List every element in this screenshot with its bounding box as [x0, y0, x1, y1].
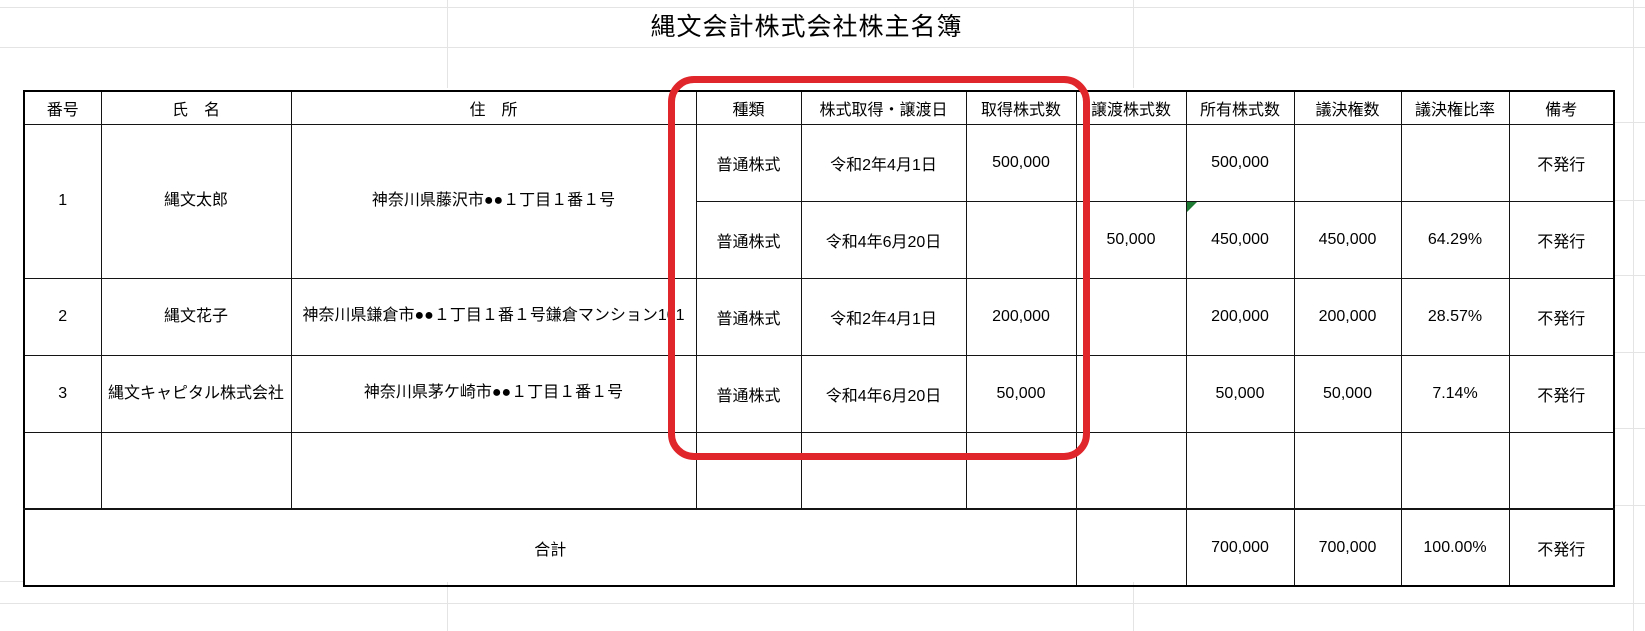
empty-cell[interactable]	[965, 431, 1077, 510]
cell-number[interactable]: 2	[23, 277, 102, 356]
empty-cell[interactable]	[290, 431, 697, 510]
gridline	[1133, 0, 1134, 88]
cell-ratio[interactable]: 28.57%	[1400, 277, 1510, 356]
cell-remarks[interactable]: 不発行	[1508, 123, 1615, 202]
total-voting[interactable]: 700,000	[1293, 508, 1402, 587]
gridline	[447, 582, 448, 631]
cell-number[interactable]: 3	[23, 354, 102, 433]
cell-name[interactable]: 縄文太郎	[100, 123, 292, 279]
total-row: 合計 700,000 700,000 100.00% 不発行	[23, 508, 1615, 587]
gridline	[1613, 275, 1645, 276]
gridline	[1633, 0, 1634, 631]
cell-owned[interactable]: 450,000	[1185, 200, 1295, 279]
empty-cell[interactable]	[100, 431, 292, 510]
cell-date[interactable]: 令和4年6月20日	[800, 200, 967, 279]
cell-owned[interactable]: 500,000	[1185, 123, 1295, 202]
header-address[interactable]: 住 所	[290, 90, 697, 125]
cell-voting-empty[interactable]	[1293, 123, 1402, 202]
page-title: 縄文会計株式会社株主名簿	[650, 13, 963, 41]
total-ratio[interactable]: 100.00%	[1400, 508, 1510, 587]
empty-cell[interactable]	[695, 431, 802, 510]
table-row: 普通株式 令和4年6月20日 50,000 450,000 450,000 64…	[24, 200, 1615, 279]
empty-cell[interactable]	[1293, 431, 1402, 510]
cell-acquired-empty[interactable]	[965, 200, 1077, 279]
cell-share-type[interactable]: 普通株式	[695, 354, 802, 433]
cell-ratio[interactable]: 7.14%	[1400, 354, 1510, 433]
header-voting[interactable]: 議決権数	[1293, 90, 1402, 125]
gridline	[447, 0, 448, 88]
cell-date[interactable]: 令和2年4月1日	[800, 123, 967, 202]
gridline	[1613, 122, 1645, 123]
gridline	[0, 47, 1645, 48]
cell-date[interactable]: 令和2年4月1日	[800, 277, 967, 356]
header-date[interactable]: 株式取得・譲渡日	[800, 90, 967, 125]
cell-remarks[interactable]: 不発行	[1508, 277, 1615, 356]
header-acquired[interactable]: 取得株式数	[965, 90, 1077, 125]
cell-transferred[interactable]: 50,000	[1075, 200, 1187, 279]
table-row: 2 縄文花子 神奈川県鎌倉市●●１丁目１番１号鎌倉マンション101 普通株式 令…	[23, 277, 1615, 356]
header-share-type[interactable]: 種類	[695, 90, 802, 125]
empty-cell[interactable]	[1400, 431, 1510, 510]
gridline	[1613, 200, 1645, 201]
gridline	[0, 581, 23, 582]
cell-share-type[interactable]: 普通株式	[695, 277, 802, 356]
cell-transferred-empty[interactable]	[1075, 354, 1187, 433]
error-indicator-icon	[1187, 202, 1197, 212]
cell-address[interactable]: 神奈川県藤沢市●●１丁目１番１号	[290, 123, 697, 279]
cell-acquired[interactable]: 50,000	[965, 354, 1077, 433]
empty-row	[23, 431, 1615, 510]
cell-transferred-empty[interactable]	[1075, 277, 1187, 356]
cell-voting[interactable]: 200,000	[1293, 277, 1402, 356]
cell-acquired[interactable]: 200,000	[965, 277, 1077, 356]
gridline	[1613, 352, 1645, 353]
header-owned[interactable]: 所有株式数	[1185, 90, 1295, 125]
cell-owned[interactable]: 50,000	[1185, 354, 1295, 433]
table-row: 1 縄文太郎 神奈川県藤沢市●●１丁目１番１号 普通株式 令和2年4月1日 50…	[23, 123, 1615, 279]
header-row: 番号 氏 名 住 所 種類 株式取得・譲渡日 取得株式数 譲渡株式数 所有株式数…	[23, 90, 1615, 125]
cell-name[interactable]: 縄文キャピタル株式会社	[100, 354, 292, 433]
header-ratio[interactable]: 議決権比率	[1400, 90, 1510, 125]
gridline	[0, 7, 1645, 8]
gridline	[1613, 428, 1645, 429]
gridline	[1133, 582, 1134, 631]
empty-cell[interactable]	[800, 431, 967, 510]
cell-remarks[interactable]: 不発行	[1508, 354, 1615, 433]
table-row: 3 縄文キャピタル株式会社 神奈川県茅ケ崎市●●１丁目１番１号 普通株式 令和4…	[23, 354, 1615, 433]
cell-owned-value: 450,000	[1211, 230, 1269, 248]
total-transferred-empty[interactable]	[1075, 508, 1187, 587]
cell-ratio-empty[interactable]	[1400, 123, 1510, 202]
empty-cell[interactable]	[1075, 431, 1187, 510]
cell-transferred-empty[interactable]	[1075, 123, 1187, 202]
empty-cell[interactable]	[1185, 431, 1295, 510]
total-label[interactable]: 合計	[23, 508, 1077, 587]
cell-remarks[interactable]: 不発行	[1508, 200, 1615, 279]
cell-ratio[interactable]: 64.29%	[1400, 200, 1510, 279]
gridline	[0, 603, 1645, 604]
empty-cell[interactable]	[1508, 431, 1615, 510]
gridline	[1613, 505, 1645, 506]
header-remarks[interactable]: 備考	[1508, 90, 1615, 125]
cell-date[interactable]: 令和4年6月20日	[800, 354, 967, 433]
header-number[interactable]: 番号	[23, 90, 102, 125]
total-remarks[interactable]: 不発行	[1508, 508, 1615, 587]
header-name[interactable]: 氏 名	[100, 90, 292, 125]
cell-voting[interactable]: 450,000	[1293, 200, 1402, 279]
header-transferred[interactable]: 譲渡株式数	[1075, 90, 1187, 125]
cell-address[interactable]: 神奈川県茅ケ崎市●●１丁目１番１号	[290, 354, 697, 433]
empty-cell[interactable]	[23, 431, 102, 510]
total-owned[interactable]: 700,000	[1185, 508, 1295, 587]
cell-share-type[interactable]: 普通株式	[695, 123, 802, 202]
cell-voting[interactable]: 50,000	[1293, 354, 1402, 433]
cell-name[interactable]: 縄文花子	[100, 277, 292, 356]
cell-acquired[interactable]: 500,000	[965, 123, 1077, 202]
cell-share-type[interactable]: 普通株式	[695, 200, 802, 279]
cell-address[interactable]: 神奈川県鎌倉市●●１丁目１番１号鎌倉マンション101	[290, 277, 697, 356]
cell-number[interactable]: 1	[23, 123, 102, 279]
shareholder-register-table: 番号 氏 名 住 所 種類 株式取得・譲渡日 取得株式数 譲渡株式数 所有株式数…	[23, 90, 1615, 587]
cell-owned[interactable]: 200,000	[1185, 277, 1295, 356]
